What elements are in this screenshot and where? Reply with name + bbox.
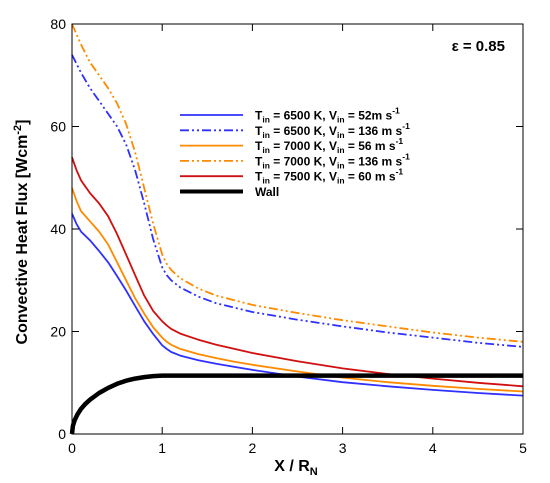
legend-entry-3: Tin = 7000 K, Vin = 136 m s-1 <box>255 151 410 170</box>
y-tick-label: 60 <box>50 119 66 135</box>
x-axis-title-subscript: N <box>310 466 318 478</box>
x-tick-label: 3 <box>339 440 347 456</box>
series-line-3 <box>71 23 524 343</box>
y-tick-label: 80 <box>50 16 66 32</box>
x-tick-label: 5 <box>519 440 527 456</box>
legend-entry-0: Tin = 6500 K, Vin = 52m s-1 <box>255 106 400 125</box>
plot-frame <box>71 23 524 435</box>
y-axis-title-end: ] <box>14 120 31 125</box>
x-tick-label: 2 <box>249 440 257 456</box>
series-line-4 <box>71 157 524 388</box>
y-axis-title-superscript: -2 <box>12 125 24 135</box>
x-tick-label: 0 <box>68 440 76 456</box>
series-line-5 <box>69 373 523 435</box>
series-line-1 <box>71 54 524 348</box>
legend-entry-1: Tin = 6500 K, Vin = 136 m s-1 <box>255 121 410 140</box>
annotation-epsilon: ε = 0.85 <box>452 38 505 55</box>
x-axis-title: X / RN <box>274 458 318 478</box>
y-tick-label: 40 <box>50 221 66 237</box>
axis-ticks: 0 1 2 3 4 5 0 20 40 60 80 <box>50 16 527 456</box>
legend-entry-2: Tin = 7000 K, Vin = 56 m s-1 <box>255 136 403 155</box>
legend-entry-5: Wall <box>255 185 279 199</box>
x-tick-label: 1 <box>158 440 166 456</box>
series-line-0 <box>71 213 524 397</box>
y-axis-title: Convective Heat Flux [Wcm-2] <box>12 120 31 345</box>
y-tick-label: 20 <box>50 324 66 340</box>
legend-entry-4: Tin = 7500 K, Vin = 60 m s-1 <box>255 167 403 186</box>
plot-lines <box>69 23 524 435</box>
y-tick-label: 0 <box>58 426 66 442</box>
x-tick-label: 4 <box>429 440 437 456</box>
